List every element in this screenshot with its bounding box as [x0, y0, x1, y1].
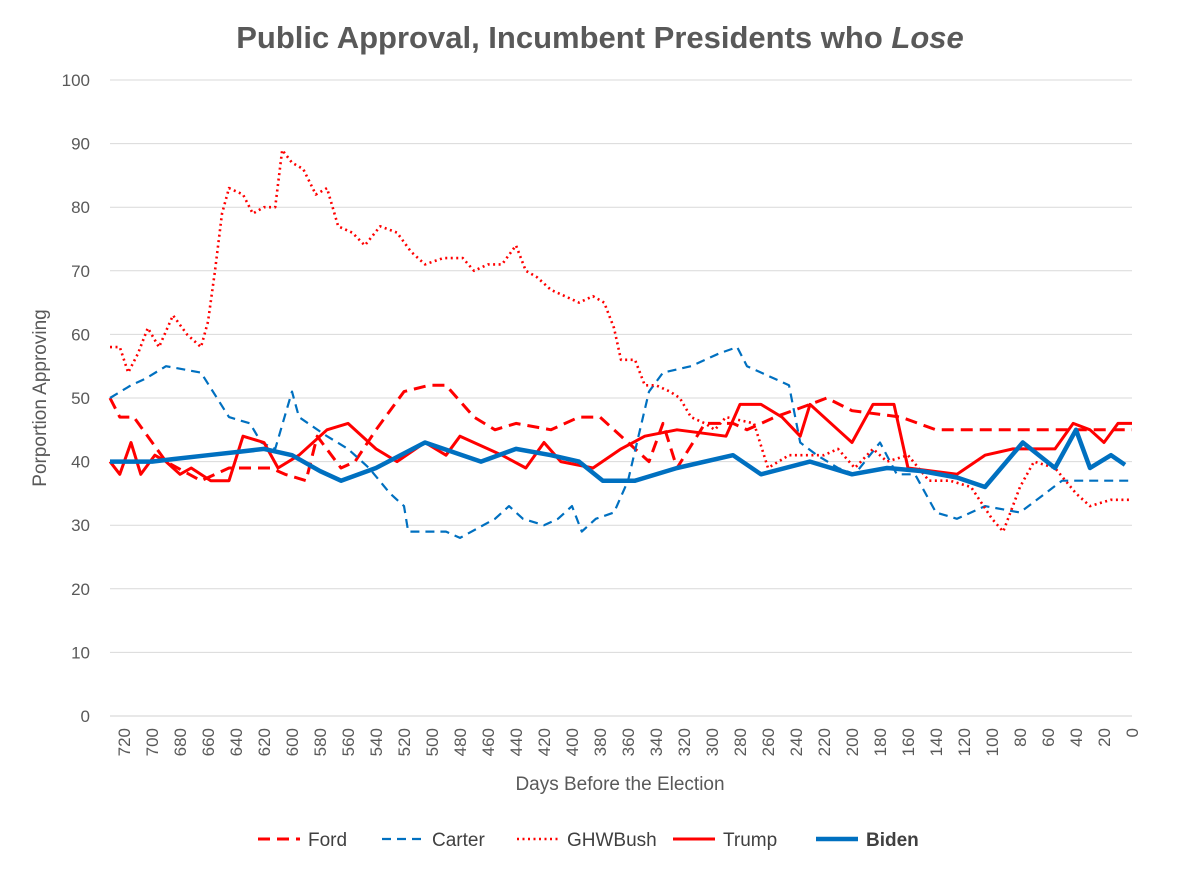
x-tick-label: 100: [983, 728, 1002, 756]
legend-label-trump: Trump: [723, 830, 777, 851]
x-tick-label: 140: [927, 728, 946, 756]
x-tick-label: 700: [143, 728, 162, 756]
x-tick-label: 360: [619, 728, 638, 756]
legend-label-ford: Ford: [308, 830, 347, 851]
x-tick-label: 60: [1039, 728, 1058, 747]
series-line-trump: [108, 402, 1132, 483]
x-tick-label: 200: [843, 728, 862, 756]
series-line-biden: [110, 427, 1127, 490]
x-tick-labels: 720 700 680 660 640 620 600 580 560 540 520 500 480 4…: [115, 728, 1142, 756]
x-axis-label: Days Before the Election: [515, 774, 724, 795]
series-line-carter: [109, 346, 1132, 539]
legend-label-biden: Biden: [866, 830, 919, 851]
x-tick-label: 0: [1123, 728, 1142, 737]
y-tick-label: 60: [71, 325, 90, 344]
x-tick-label: 500: [423, 728, 442, 756]
x-tick-label: 620: [255, 728, 274, 756]
y-tick-label: 90: [71, 135, 90, 154]
chart-title-main: Public Approval, Incumbent Presidents wh…: [236, 20, 883, 55]
y-tick-label: 0: [81, 707, 90, 726]
x-tick-label: 380: [591, 728, 610, 756]
y-tick-label: 30: [71, 516, 90, 535]
x-tick-label: 300: [703, 728, 722, 756]
gridlines: [110, 79, 1132, 717]
x-tick-label: 340: [647, 728, 666, 756]
x-tick-label: 400: [563, 728, 582, 756]
x-tick-label: 640: [227, 728, 246, 756]
x-tick-label: 520: [395, 728, 414, 756]
y-tick-label: 100: [62, 71, 90, 90]
series-lines: [108, 148, 1132, 539]
x-tick-label: 120: [955, 728, 974, 756]
x-tick-label: 420: [535, 728, 554, 756]
x-tick-label: 240: [787, 728, 806, 756]
y-tick-label: 80: [71, 198, 90, 217]
x-tick-label: 680: [171, 728, 190, 756]
y-tick-label: 40: [71, 453, 90, 472]
legend-label-ghwbush: GHWBush: [567, 830, 657, 851]
x-tick-label: 460: [479, 728, 498, 756]
x-tick-label: 660: [199, 728, 218, 756]
x-tick-label: 320: [675, 728, 694, 756]
y-tick-label: 50: [71, 389, 90, 408]
x-tick-label: 20: [1095, 728, 1114, 747]
y-tick-labels: 0 10 20 30 40 50 60 70 80 90 100: [62, 71, 90, 726]
x-tick-label: 40: [1067, 728, 1086, 747]
chart-title: Public Approval, Incumbent Presidents wh…: [236, 20, 964, 55]
y-axis-label: Porportion Approving: [30, 309, 51, 486]
x-tick-label: 480: [451, 728, 470, 756]
x-tick-label: 280: [731, 728, 750, 756]
legend-label-carter: Carter: [432, 830, 485, 851]
chart-title-emphasis: Lose: [891, 20, 963, 55]
y-tick-label: 10: [71, 643, 90, 662]
x-tick-label: 160: [899, 728, 918, 756]
x-tick-label: 600: [283, 728, 302, 756]
x-tick-label: 180: [871, 728, 890, 756]
x-tick-label: 560: [339, 728, 358, 756]
y-tick-label: 70: [71, 262, 90, 281]
legend: Ford Carter GHWBush Trump Biden: [258, 830, 919, 851]
x-tick-label: 580: [311, 728, 330, 756]
x-tick-label: 720: [115, 728, 134, 756]
x-tick-label: 440: [507, 728, 526, 756]
x-tick-label: 540: [367, 728, 386, 756]
x-tick-label: 260: [759, 728, 778, 756]
series-line-ford: [108, 383, 1132, 483]
x-tick-label: 80: [1011, 728, 1030, 747]
y-tick-label: 20: [71, 580, 90, 599]
x-tick-label: 220: [815, 728, 834, 756]
